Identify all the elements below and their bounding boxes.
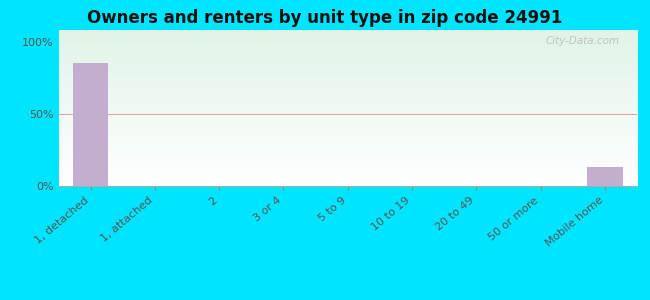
Text: Owners and renters by unit type in zip code 24991: Owners and renters by unit type in zip c… xyxy=(87,9,563,27)
Text: City-Data.com: City-Data.com xyxy=(545,36,619,46)
Bar xyxy=(73,63,109,186)
Bar xyxy=(587,167,623,186)
